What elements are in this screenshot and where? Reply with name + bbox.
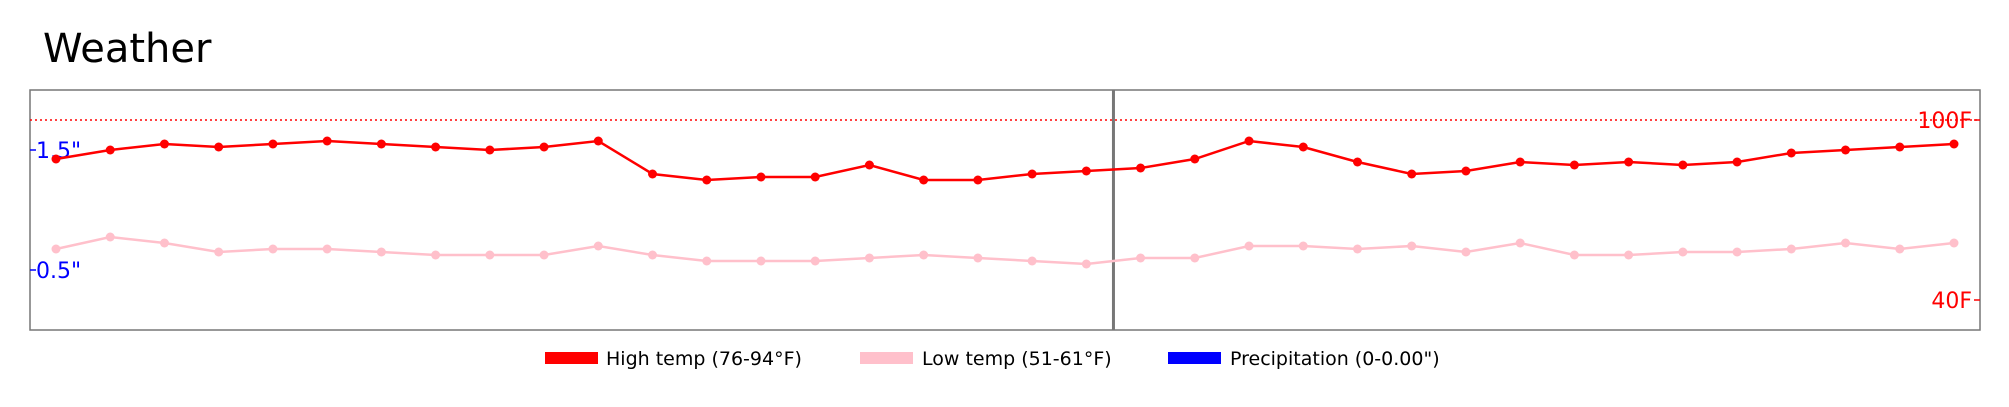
high-temp-point (1678, 160, 1688, 170)
low-temp-point (1895, 244, 1905, 254)
legend-swatch (1168, 352, 1221, 364)
high-temp-point (702, 175, 712, 185)
high-temp-point (268, 139, 278, 149)
high-temp-point (1732, 157, 1742, 167)
high-temp-point (105, 145, 115, 155)
low-temp-point (214, 247, 224, 257)
high-temp-point (810, 172, 820, 182)
high-temp-point (431, 142, 441, 152)
low-temp-point (1461, 247, 1471, 257)
low-temp-point (1136, 253, 1146, 263)
high-temp-point (973, 175, 983, 185)
low-temp-point (702, 256, 712, 266)
series-line-high-temp (55, 139, 1955, 182)
high-temp-point (322, 136, 332, 146)
low-temp-point (648, 250, 658, 260)
high-temp-point (1190, 154, 1200, 164)
low-temp-point (1244, 241, 1254, 251)
low-temp-point (376, 247, 386, 257)
low-temp-point (1678, 247, 1688, 257)
low-temp-point (864, 253, 874, 263)
high-temp-point (1895, 142, 1905, 152)
high-temp-point (1624, 157, 1634, 167)
legend-swatch (545, 352, 598, 364)
low-temp-point (1841, 238, 1851, 248)
low-temp-point (51, 244, 61, 254)
low-temp-point (1515, 238, 1525, 248)
low-temp-point (268, 244, 278, 254)
low-temp-point (431, 250, 441, 260)
high-temp-point (919, 175, 929, 185)
high-temp-point (1461, 166, 1471, 176)
high-temp-point (1027, 169, 1037, 179)
high-temp-point (1949, 139, 1959, 149)
high-temp-point (539, 142, 549, 152)
low-temp-point (1081, 259, 1091, 269)
low-temp-point (1949, 238, 1959, 248)
low-temp-point (1786, 244, 1796, 254)
legend-label: Low temp (51-61°F) (922, 348, 1112, 370)
plot-frame (29, 89, 1981, 331)
high-temp-point (1569, 160, 1579, 170)
high-temp-point (1515, 157, 1525, 167)
low-temp-point (322, 244, 332, 254)
low-temp-point (105, 232, 115, 242)
low-temp-point (593, 241, 603, 251)
low-temp-point (810, 256, 820, 266)
low-temp-point (159, 238, 169, 248)
high-temp-point (1352, 157, 1362, 167)
precip-tick-label: 0.5" (36, 259, 81, 284)
high-temp-point (756, 172, 766, 182)
legend: High temp (76-94°F) Low temp (51-61°F) Pre… (545, 348, 1440, 370)
low-temp-point (756, 256, 766, 266)
high-temp-point (214, 142, 224, 152)
low-temp-point (1732, 247, 1742, 257)
legend-swatch (860, 352, 913, 364)
high-temp-point (864, 160, 874, 170)
series-layer (51, 136, 1959, 269)
high-temp-point (1298, 142, 1308, 152)
high-temp-point (485, 145, 495, 155)
high-temp-point (648, 169, 658, 179)
low-temp-point (1298, 241, 1308, 251)
series-line-low-temp (55, 235, 1955, 266)
low-temp-point (1569, 250, 1579, 260)
high-temp-point (1786, 148, 1796, 158)
temp-tick-label: 100F (1917, 109, 1972, 134)
high-temp-point (51, 154, 61, 164)
high-temp-point (1081, 166, 1091, 176)
high-temp-point (1136, 163, 1146, 173)
high-temp-point (159, 139, 169, 149)
low-temp-point (973, 253, 983, 263)
temp-tick-label: 40F (1931, 289, 1972, 314)
high-temp-point (1244, 136, 1254, 146)
chart-title: Weather (43, 26, 212, 72)
low-temp-point (485, 250, 495, 260)
legend-label: High temp (76-94°F) (606, 348, 802, 370)
low-temp-point (1407, 241, 1417, 251)
low-temp-point (1027, 256, 1037, 266)
low-temp-point (539, 250, 549, 260)
low-temp-point (1352, 244, 1362, 254)
high-temp-point (593, 136, 603, 146)
high-temp-point (1407, 169, 1417, 179)
low-temp-point (1190, 253, 1200, 263)
legend-label: Precipitation (0-0.00") (1230, 348, 1440, 370)
high-temp-point (1841, 145, 1851, 155)
low-temp-point (1624, 250, 1634, 260)
low-temp-point (919, 250, 929, 260)
high-temp-point (376, 139, 386, 149)
